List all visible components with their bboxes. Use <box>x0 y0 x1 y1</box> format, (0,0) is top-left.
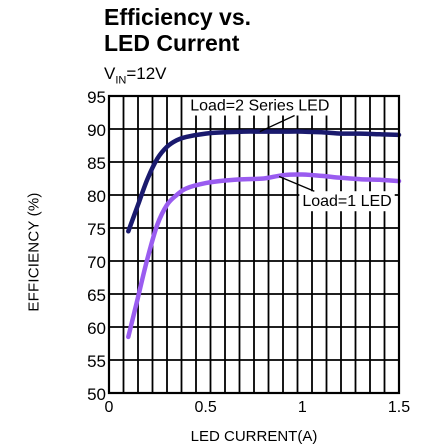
y-tick-label: 65 <box>87 286 106 305</box>
annotation-layer: Load=2 Series LED Load=1 LED <box>187 95 395 212</box>
series-annotation-0: Load=2 Series LED <box>190 98 329 115</box>
subtitle-prefix: V <box>104 64 116 83</box>
y-tick-label: 70 <box>87 253 106 272</box>
chart-title-line-1: Efficiency vs. <box>104 4 252 30</box>
grid-layer <box>109 96 399 393</box>
annotation-background <box>299 191 395 212</box>
series-line-1 <box>126 172 402 340</box>
subtitle-subscript: IN <box>115 74 127 87</box>
y-tick-label: 85 <box>87 154 106 173</box>
series-annotation-1: Load=1 LED <box>302 193 391 210</box>
chart-subtitle: VIN=12V <box>104 64 167 86</box>
annotation-background <box>187 95 333 116</box>
chart-title-line-2: LED Current <box>104 30 240 56</box>
annotation-leader-line <box>278 175 315 192</box>
x-axis-label: LED CURRENT(A) <box>191 428 318 445</box>
y-tick-label: 95 <box>87 88 106 107</box>
subtitle-suffix: =12V <box>126 64 167 83</box>
annotation-leader-line <box>259 114 295 133</box>
y-tick-label: 75 <box>87 220 106 239</box>
x-tick-label: 1 <box>298 399 307 416</box>
plot-frame <box>107 94 401 395</box>
x-tick-label: 0.5 <box>195 399 217 416</box>
x-tick-label: 1.5 <box>388 399 410 416</box>
series-line-0 <box>126 129 402 234</box>
chart-title: Efficiency vs. LED Current <box>104 4 251 56</box>
x-tick-label: 0 <box>105 399 114 416</box>
y-tick-label: 80 <box>87 187 106 206</box>
y-tick-label: 50 <box>87 385 106 404</box>
y-tick-label: 60 <box>87 319 106 338</box>
axis-layer: 50 55 60 65 70 75 80 85 90 95 0 0.5 1 1.5 LED CURRENT(… <box>87 88 410 445</box>
y-tick-label: 90 <box>87 121 106 140</box>
y-tick-label: 55 <box>87 352 106 371</box>
series-layer <box>126 129 402 340</box>
